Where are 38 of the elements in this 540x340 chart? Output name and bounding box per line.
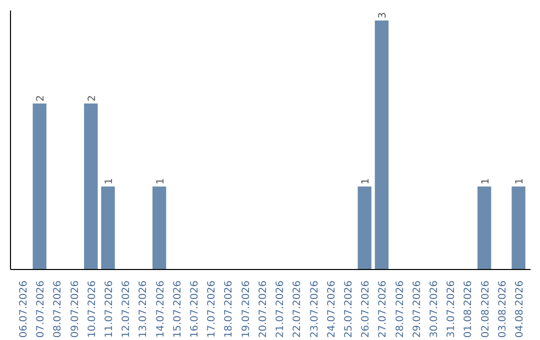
x-tick-label: 26.07.2026: [360, 280, 372, 338]
x-tick-label: 29.07.2026: [412, 280, 423, 338]
x-tick-label: 04.08.2026: [514, 280, 526, 338]
x-tick-label: 31.07.2026: [446, 280, 458, 338]
data-label: 1: [155, 178, 166, 184]
x-tick-label: 18.07.2026: [224, 280, 235, 338]
x-tick-label: 20.07.2026: [258, 280, 269, 338]
x-tick-label: 23.07.2026: [309, 280, 320, 338]
x-tick-label: 15.07.2026: [172, 280, 184, 338]
x-tick-label: 03.08.2026: [497, 280, 508, 338]
x-tick-label: 21.07.2026: [275, 280, 286, 338]
data-label: 1: [360, 178, 372, 184]
data-label: 1: [514, 178, 526, 184]
x-tick-label: 11.07.2026: [104, 280, 115, 338]
data-label: 1: [480, 178, 492, 184]
x-tick-label: 08.07.2026: [52, 280, 64, 338]
x-tick-label: 25.07.2026: [343, 280, 354, 338]
x-tick-label: 06.07.2026: [18, 280, 30, 338]
data-label: 1: [104, 178, 115, 184]
x-tick-label: 16.07.2026: [190, 280, 201, 338]
data-label: 2: [86, 95, 98, 102]
x-tick-label: 30.07.2026: [429, 280, 440, 338]
data-label: 3: [378, 12, 389, 18]
x-tick-label: 10.07.2026: [86, 280, 98, 338]
x-tick-label: 22.07.2026: [292, 280, 304, 338]
x-tick-label: 19.07.2026: [240, 280, 252, 338]
x-tick-label: 24.07.2026: [326, 280, 338, 338]
x-tick-label: 14.07.2026: [155, 280, 166, 338]
x-tick-label: 17.07.2026: [206, 280, 218, 338]
x-tick-label: 28.07.2026: [394, 280, 406, 338]
x-tick-label: 01.08.2026: [463, 280, 474, 338]
x-tick-label: 27.07.2026: [378, 280, 389, 338]
data-label: 2: [36, 95, 47, 102]
x-tick-label: 12.07.2026: [121, 280, 132, 338]
x-tick-label: 09.07.2026: [70, 280, 81, 338]
x-tick-label: 07.07.2026: [36, 280, 47, 338]
x-tick-label: 13.07.2026: [138, 280, 150, 338]
x-tick-label: 02.08.2026: [480, 280, 492, 338]
